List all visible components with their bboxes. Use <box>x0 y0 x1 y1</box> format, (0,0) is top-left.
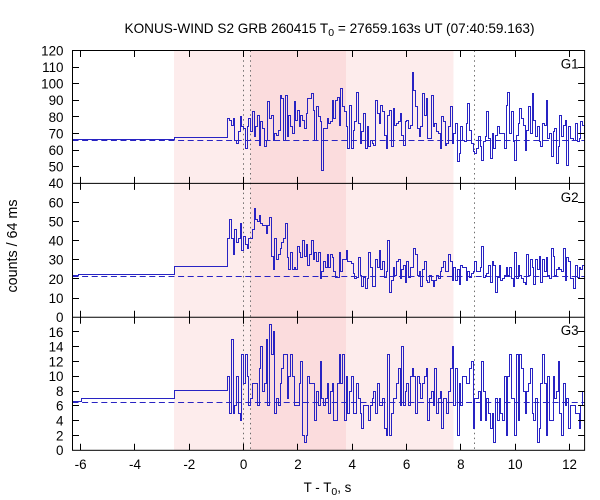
svg-text:-4: -4 <box>129 457 141 472</box>
svg-text:G1: G1 <box>561 56 579 71</box>
svg-text:40: 40 <box>49 234 64 249</box>
svg-text:16: 16 <box>49 325 64 340</box>
svg-text:10: 10 <box>49 369 64 384</box>
svg-text:G2: G2 <box>561 190 579 205</box>
svg-text:100: 100 <box>41 77 63 92</box>
svg-text:8: 8 <box>56 384 63 399</box>
svg-text:10: 10 <box>49 291 64 306</box>
svg-text:2: 2 <box>294 457 301 472</box>
svg-text:counts / 64 ms: counts / 64 ms <box>5 200 21 293</box>
svg-text:14: 14 <box>49 340 64 355</box>
svg-text:120: 120 <box>41 43 63 58</box>
svg-text:20: 20 <box>49 272 64 287</box>
svg-text:6: 6 <box>403 457 410 472</box>
svg-text:12: 12 <box>562 457 577 472</box>
svg-text:-2: -2 <box>183 457 195 472</box>
svg-text:G3: G3 <box>561 323 579 338</box>
svg-text:6: 6 <box>56 399 63 414</box>
svg-text:12: 12 <box>49 354 64 369</box>
svg-text:50: 50 <box>49 214 64 229</box>
svg-text:40: 40 <box>49 176 64 191</box>
svg-text:60: 60 <box>49 143 64 158</box>
svg-text:4: 4 <box>349 457 357 472</box>
svg-text:30: 30 <box>49 253 64 268</box>
svg-text:0: 0 <box>56 443 63 458</box>
svg-text:90: 90 <box>49 93 64 108</box>
svg-text:KONUS-WIND S2 GRB 260415 T0 =: KONUS-WIND S2 GRB 260415 T0 = 27659.163s… <box>125 21 535 39</box>
svg-text:-6: -6 <box>75 457 87 472</box>
svg-text:60: 60 <box>49 195 64 210</box>
svg-text:110: 110 <box>42 60 63 75</box>
svg-text:8: 8 <box>457 457 464 472</box>
svg-text:0: 0 <box>240 457 247 472</box>
svg-text:2: 2 <box>56 428 63 443</box>
svg-text:70: 70 <box>49 126 64 141</box>
svg-text:4: 4 <box>56 414 64 429</box>
svg-text:0: 0 <box>56 310 63 325</box>
svg-text:T - T0, s: T - T0, s <box>304 480 352 498</box>
svg-text:10: 10 <box>508 457 523 472</box>
svg-text:80: 80 <box>49 110 64 125</box>
svg-text:50: 50 <box>49 160 64 175</box>
